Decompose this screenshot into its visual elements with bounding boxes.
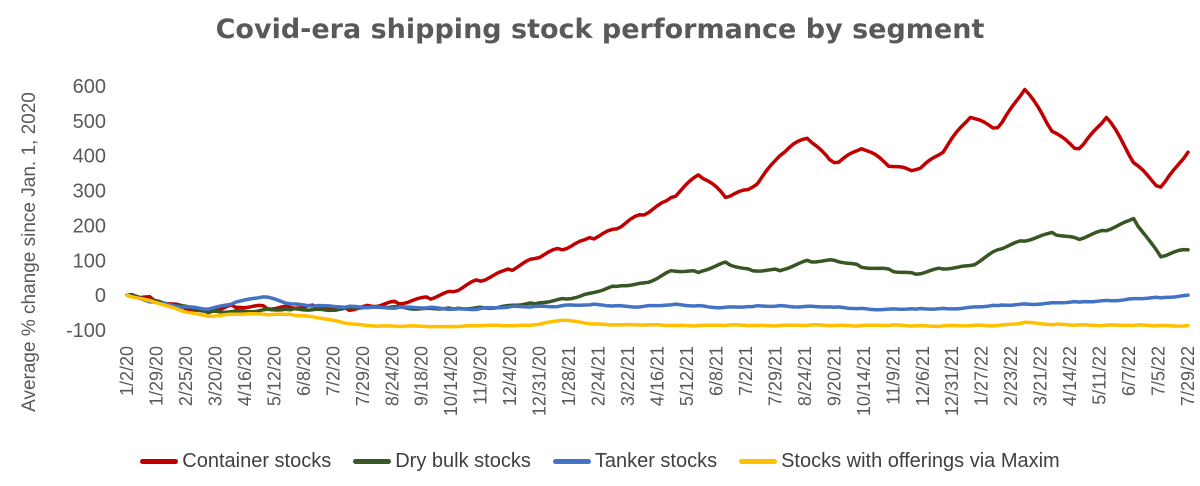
x-tick-label: 2/24/21 [589,346,609,406]
series-line-0 [125,87,1190,313]
legend-item: Dry bulk stocks [353,450,531,473]
x-tick-label: 8/24/20 [382,346,402,406]
x-tick-label: 1/29/20 [146,346,166,406]
legend-item: Tanker stocks [552,450,718,473]
series-line-1 [125,216,1190,315]
x-tick-label: 5/12/21 [677,346,697,406]
x-tick-label: 7/29/21 [765,346,785,406]
x-tick-label: 7/2/20 [323,346,343,396]
y-tick-label: 200 [73,215,106,237]
legend-swatch [552,459,591,464]
x-tick-label: 4/16/20 [235,346,255,406]
x-tick-label: 7/29/20 [353,346,373,406]
x-tick-label: 4/16/21 [648,346,668,406]
x-tick-label: 10/14/21 [854,346,874,416]
x-tick-label: 10/14/20 [441,346,461,416]
legend-item: Container stocks [140,450,331,473]
legend: Container stocks Dry bulk stocks Tanker st… [0,450,1200,473]
y-tick-label: 100 [73,250,106,272]
x-tick-label: 2/23/22 [1001,346,1021,406]
x-tick-label: 8/24/21 [795,346,815,406]
x-tick-label: 6/8/21 [706,346,726,396]
x-tick-label: 9/20/21 [824,346,844,406]
x-tick-label: 11/9/21 [883,346,903,405]
x-tick-label: 6/8/20 [294,346,314,396]
x-tick-label: 7/2/21 [736,346,756,396]
x-tick-label: 12/4/20 [500,346,520,406]
y-tick-label: 300 [73,181,106,203]
y-tick-label: 600 [73,76,106,98]
x-tick-label: 4/14/22 [1060,346,1080,406]
x-tick-label: 1/2/20 [117,346,137,396]
y-tick-label: 400 [73,146,106,168]
legend-label: Tanker stocks [594,450,718,472]
y-tick-label: 0 [95,285,106,307]
series-line-2 [125,293,1190,312]
x-tick-label: 12/31/21 [942,346,962,416]
x-tick-label: 6/7/22 [1119,346,1139,396]
x-tick-label: 7/5/22 [1149,346,1169,396]
legend-label: Container stocks [182,450,332,472]
x-tick-label: 11/9/20 [471,346,491,405]
legend-swatch [739,459,778,464]
y-tick-label: 500 [73,111,106,133]
x-tick-label: 9/18/20 [412,346,432,406]
series-line-3 [125,293,1190,329]
legend-item: Stocks with offerings via Maxim [739,450,1060,473]
x-tick-label: 2/25/20 [176,346,196,406]
x-tick-label: 1/27/22 [972,346,992,406]
x-tick-label: 3/20/20 [205,346,225,406]
legend-label: Dry bulk stocks [395,450,531,472]
x-tick-label: 12/31/20 [530,346,550,416]
x-tick-label: 7/29/22 [1178,346,1198,406]
x-tick-label: 3/21/22 [1031,346,1051,406]
x-tick-label: 5/11/22 [1090,346,1110,405]
legend-swatch [353,459,392,464]
chart-title: Covid-era shipping stock performance by … [215,14,985,45]
x-tick-label: 12/6/21 [913,346,933,406]
plot-area: -100 0 100 200 300 400 500 600 1/2/20 1/29/20 2/25… [66,76,1198,416]
x-tick-label: 3/22/21 [618,346,638,406]
x-tick-label: 5/12/20 [264,346,284,406]
legend-label: Stocks with offerings via Maxim [781,450,1060,472]
legend-swatch [140,459,179,464]
x-tick-label: 1/28/21 [559,346,579,406]
y-tick-label: -100 [66,320,106,342]
